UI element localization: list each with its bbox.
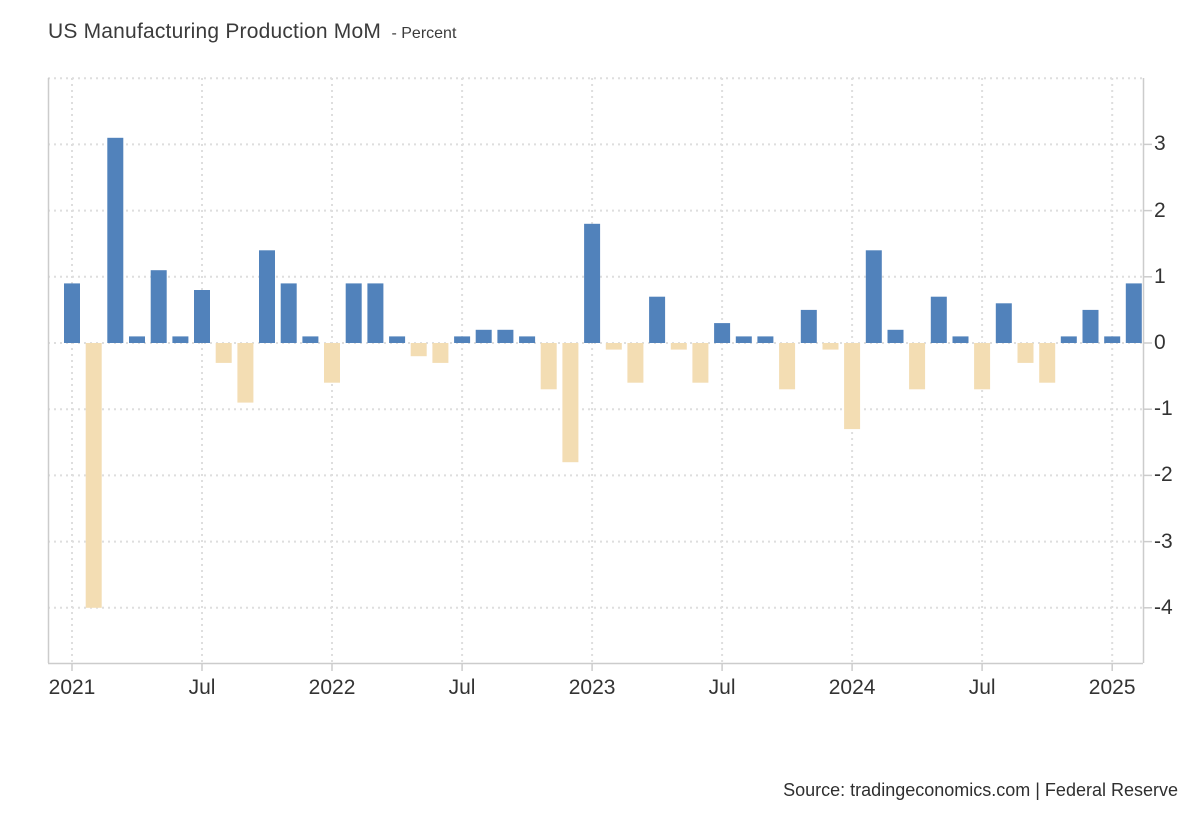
x-axis-label-Jul-18: Jul bbox=[448, 676, 476, 699]
bar-2021-12 bbox=[302, 336, 319, 343]
y-axis-label-1: 1 bbox=[1154, 264, 1166, 288]
bar-2022-12 bbox=[562, 343, 579, 463]
bar-2023-12 bbox=[822, 343, 839, 350]
chart-header: US Manufacturing Production MoM - Percen… bbox=[48, 20, 456, 44]
bar-2022-01 bbox=[324, 343, 340, 383]
x-axis-label-Jul-42: Jul bbox=[968, 676, 996, 699]
y-axis-label-3: 3 bbox=[1154, 132, 1166, 156]
bar-2024-09 bbox=[1017, 343, 1034, 363]
bar-2021-01 bbox=[64, 283, 80, 343]
bar-2025-01 bbox=[1104, 336, 1121, 343]
bar-2022-04 bbox=[389, 336, 406, 343]
chart-subtitle: - Percent bbox=[391, 25, 457, 42]
bar-2024-08 bbox=[995, 303, 1012, 343]
bar-2023-07 bbox=[714, 323, 731, 343]
bar-2024-04 bbox=[909, 343, 926, 390]
bar-2023-08 bbox=[735, 336, 752, 343]
x-axis-label-2024-36: 2024 bbox=[828, 676, 876, 699]
bar-2022-08 bbox=[475, 329, 492, 343]
bar-2024-12 bbox=[1082, 309, 1099, 343]
bar-2023-06 bbox=[692, 343, 709, 383]
bar-2024-11 bbox=[1060, 336, 1077, 343]
y-axis-label--1: -1 bbox=[1154, 397, 1173, 421]
bar-2022-10 bbox=[519, 336, 536, 343]
x-axis-label-Jul-6: Jul bbox=[188, 676, 216, 699]
bar-2022-11 bbox=[540, 343, 557, 390]
bar-2021-02 bbox=[85, 343, 102, 608]
x-axis-label-2021-0: 2021 bbox=[48, 676, 96, 699]
bar-2022-03 bbox=[367, 283, 384, 343]
bar-2023-01 bbox=[584, 223, 601, 343]
bar-2022-02 bbox=[345, 283, 362, 343]
bar-2021-11 bbox=[280, 283, 297, 343]
y-axis-label--3: -3 bbox=[1154, 529, 1173, 553]
bar-2024-07 bbox=[974, 343, 991, 390]
bar-2025-02 bbox=[1125, 283, 1142, 343]
x-axis-label-Jul-30: Jul bbox=[708, 676, 736, 699]
bar-2023-10 bbox=[779, 343, 796, 390]
bar-2021-07 bbox=[194, 290, 210, 343]
bar-2023-03 bbox=[627, 343, 644, 383]
y-axis-label--4: -4 bbox=[1154, 595, 1173, 619]
bar-2024-05 bbox=[930, 296, 947, 343]
x-axis-label-2023-24: 2023 bbox=[568, 676, 616, 699]
y-axis-label--2: -2 bbox=[1154, 463, 1173, 487]
bar-2021-09 bbox=[237, 343, 254, 403]
source-attribution: Source: tradingeconomics.com | Federal R… bbox=[783, 780, 1178, 800]
bar-2022-09 bbox=[497, 329, 514, 343]
x-axis-label-2022-12: 2022 bbox=[308, 676, 356, 699]
bar-2024-06 bbox=[952, 336, 969, 343]
bar-2023-02 bbox=[605, 343, 622, 350]
bar-2023-05 bbox=[670, 343, 687, 350]
bar-2021-03 bbox=[107, 137, 124, 343]
bar-2024-01 bbox=[844, 343, 861, 430]
bar-2022-07 bbox=[454, 336, 471, 343]
bar-2024-03 bbox=[887, 329, 904, 343]
bar-2023-11 bbox=[800, 309, 817, 343]
bar-2024-10 bbox=[1039, 343, 1056, 383]
x-axis-label-2025-48: 2025 bbox=[1088, 676, 1136, 699]
bar-2024-02 bbox=[865, 250, 882, 343]
bar-2022-05 bbox=[410, 343, 427, 357]
bar-2021-05 bbox=[150, 270, 167, 343]
chart-title: US Manufacturing Production MoM bbox=[48, 20, 382, 43]
bar-2021-06 bbox=[172, 336, 189, 343]
bar-2021-08 bbox=[215, 343, 232, 363]
y-axis-label-0: 0 bbox=[1154, 331, 1166, 354]
bar-2021-04 bbox=[129, 336, 145, 343]
bar-2023-09 bbox=[757, 336, 774, 343]
y-axis-label-2: 2 bbox=[1154, 198, 1166, 222]
bar-2021-10 bbox=[259, 250, 275, 343]
bar-2022-06 bbox=[432, 343, 449, 363]
bar-2023-04 bbox=[649, 296, 666, 343]
